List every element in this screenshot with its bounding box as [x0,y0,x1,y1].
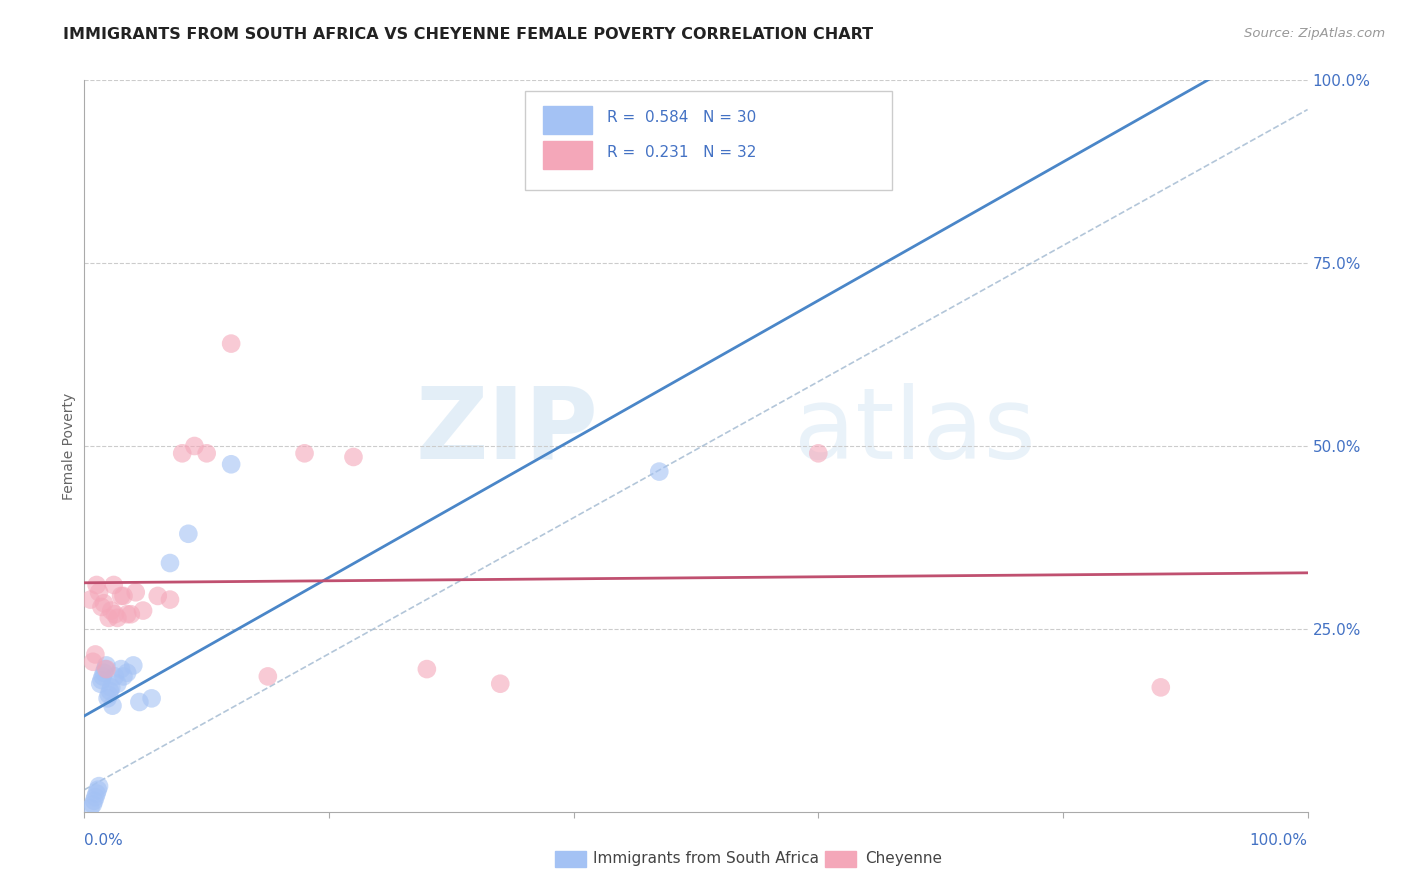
Point [103,578,125,592]
Point [97,611,120,625]
Point [141,691,163,706]
Point [219,457,242,471]
Text: ZIP: ZIP [415,383,598,480]
Point [1150,681,1173,695]
Point [105,611,128,625]
Point [122,658,145,673]
Point [98,684,121,698]
Point [177,526,200,541]
Point [105,676,128,690]
Point [195,446,218,460]
Text: IMMIGRANTS FROM SOUTH AFRICA VS CHEYENNE FEMALE POVERTY CORRELATION CHART: IMMIGRANTS FROM SOUTH AFRICA VS CHEYENNE… [63,27,873,42]
Point [807,446,830,460]
Point [90,673,112,687]
Point [159,556,181,570]
Point [104,607,127,622]
Point [104,669,127,683]
Point [132,603,155,617]
Point [87,779,110,793]
Point [100,681,122,695]
Text: 100.0%: 100.0% [1250,832,1308,847]
Point [416,662,439,676]
Point [172,446,194,460]
Point [79,801,101,815]
Text: Cheyenne: Cheyenne [865,852,942,866]
Text: atlas: atlas [794,383,1035,480]
Point [489,676,512,690]
Point [146,589,169,603]
Point [93,665,115,680]
Point [96,662,118,676]
Point [110,662,132,676]
Point [82,655,104,669]
Point [110,589,132,603]
Point [648,465,671,479]
Point [82,797,104,812]
Point [90,599,112,614]
Text: Immigrants from South Africa: Immigrants from South Africa [593,852,820,866]
Point [183,439,205,453]
Point [342,450,364,464]
Point [86,578,108,592]
Point [89,676,111,690]
FancyBboxPatch shape [543,106,592,134]
Point [112,589,135,603]
Point [84,790,107,805]
Point [87,585,110,599]
Point [101,698,124,713]
Point [159,592,181,607]
FancyBboxPatch shape [524,91,891,190]
Point [125,585,148,599]
Point [219,336,242,351]
Point [97,691,120,706]
Point [94,662,117,676]
Point [79,592,101,607]
Text: R =  0.584   N = 30: R = 0.584 N = 30 [606,110,756,125]
Point [97,688,120,702]
Point [96,658,118,673]
Point [294,446,316,460]
Y-axis label: Female Poverty: Female Poverty [62,392,76,500]
Text: 0.0%: 0.0% [84,832,124,847]
Point [120,607,142,622]
Point [115,665,138,680]
Point [115,607,138,622]
Point [128,695,150,709]
Point [100,603,122,617]
Point [87,782,110,797]
Point [91,669,114,683]
FancyBboxPatch shape [543,141,592,169]
Text: Source: ZipAtlas.com: Source: ZipAtlas.com [1244,27,1385,40]
Text: R =  0.231   N = 32: R = 0.231 N = 32 [606,145,756,161]
Point [93,596,115,610]
Point [112,669,135,683]
Point [86,787,108,801]
Point [83,794,105,808]
Point [84,648,107,662]
Point [257,669,280,683]
